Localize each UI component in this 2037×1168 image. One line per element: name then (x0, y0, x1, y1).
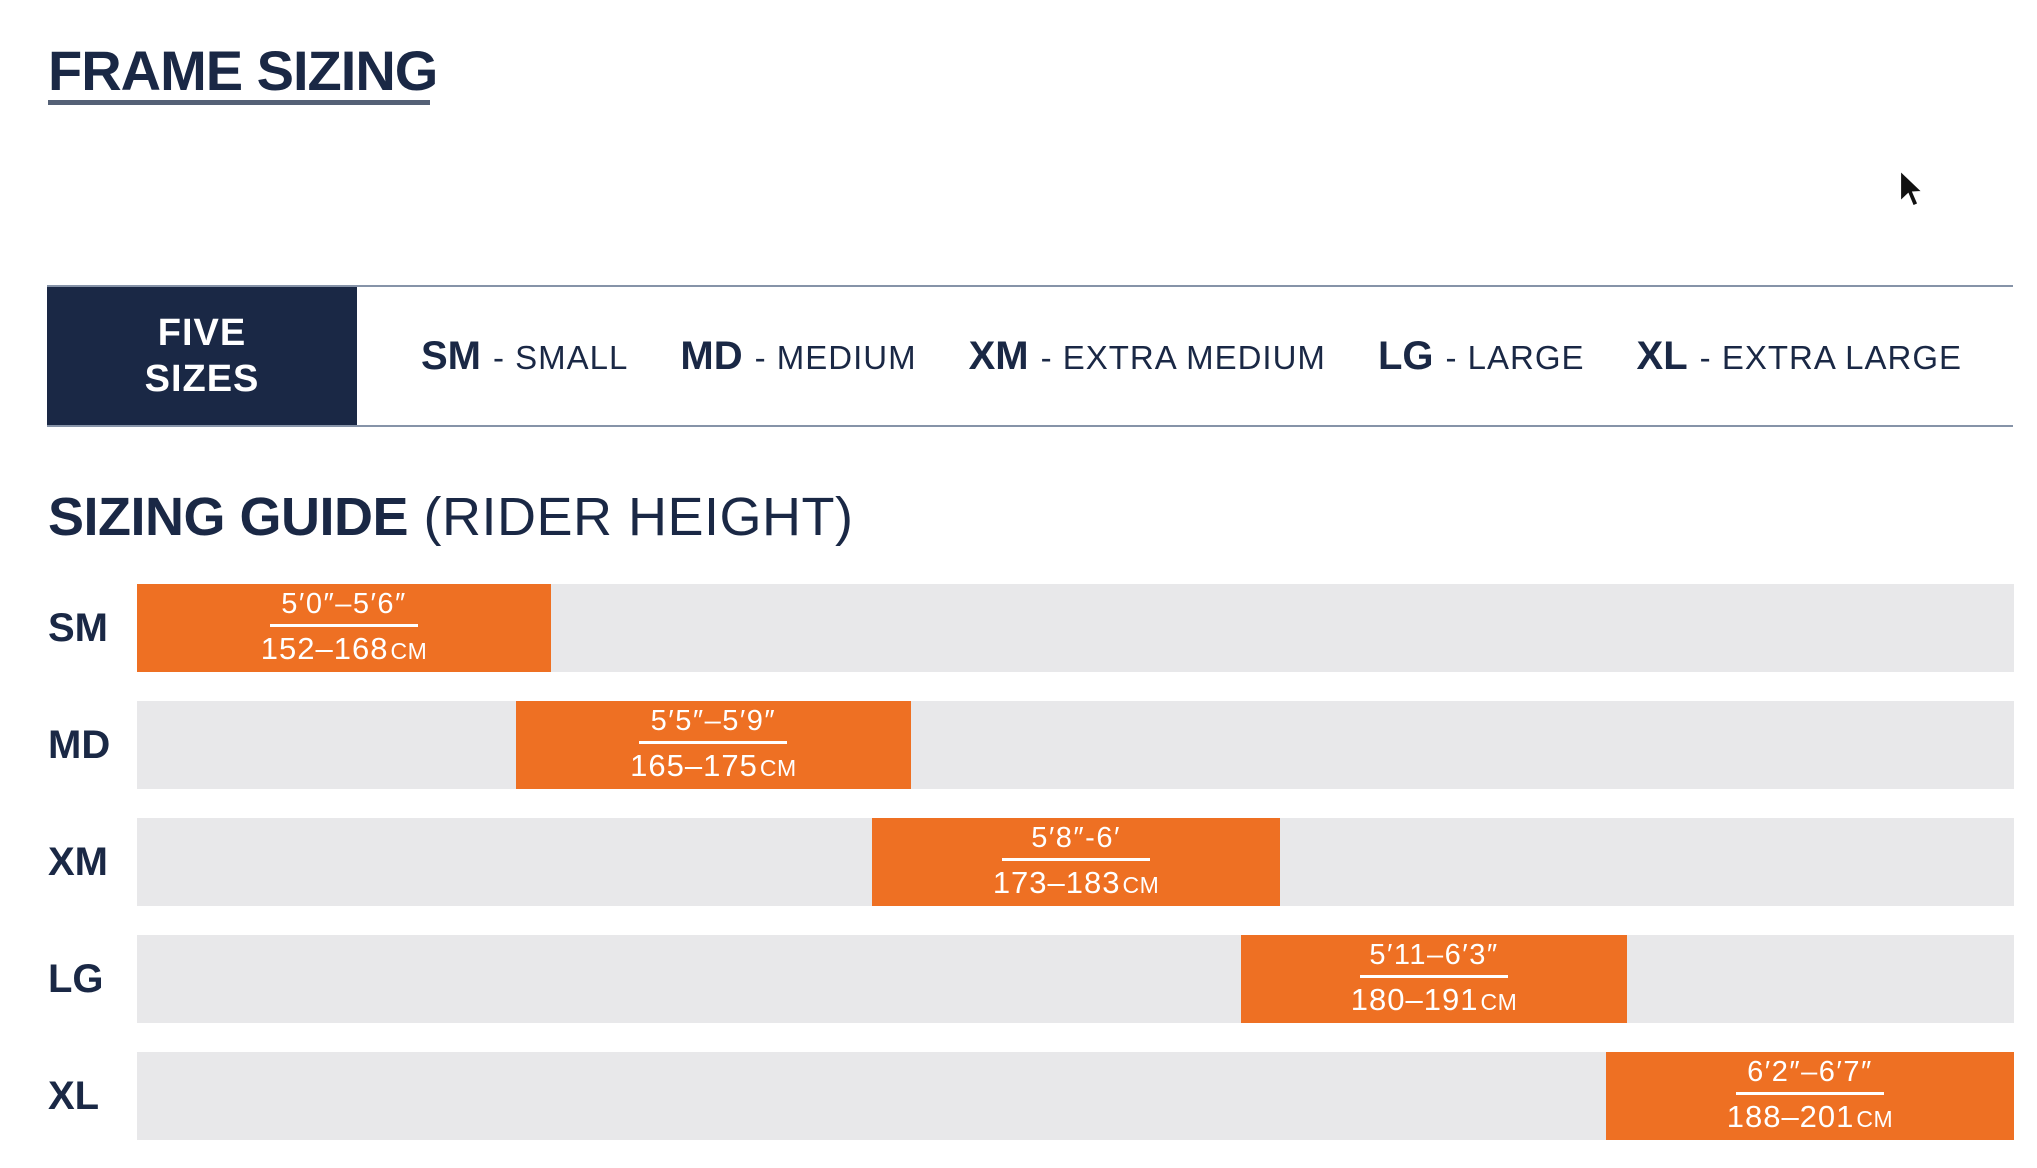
legend-item-xm: XM - EXTRA MEDIUM (969, 334, 1326, 379)
bar-metric-range: 188–201 cm (1727, 1101, 1893, 1135)
row-track-sm: 5′0″–5′6″ 152–168 cm (137, 584, 2014, 672)
legend-item-md: MD - MEDIUM (680, 334, 916, 379)
row-label-xm: XM (48, 840, 108, 884)
bar-metric-range: 180–191 cm (1351, 984, 1517, 1018)
size-bar-md: 5′5″–5′9″ 165–175 cm (515, 701, 911, 789)
sizes-banner: FIVE SIZES SM - SMALL MD - MEDIUM XM - E… (47, 285, 2013, 427)
legend-code-lg: LG (1377, 333, 1434, 378)
legend-item-sm: SM - SMALL (421, 334, 628, 379)
row-track-xl: 6′2″–6′7″ 188–201 cm (137, 1052, 2014, 1140)
size-bar-lg: 5′11–6′3″ 180–191 cm (1241, 935, 1627, 1023)
row-track-lg: 5′11–6′3″ 180–191 cm (137, 935, 2014, 1023)
bar-imperial-range: 5′11–6′3″ (1369, 939, 1499, 971)
sizing-guide-heading-light: (RIDER HEIGHT) (408, 487, 854, 547)
metric-value: 180–191 (1350, 982, 1479, 1017)
row-track-xm: 5′8″-6′ 173–183 cm (137, 818, 2014, 906)
chart-row-xl: XL 6′2″–6′7″ 188–201 cm (0, 1052, 2037, 1140)
legend-item-lg: LG - LARGE (1378, 334, 1585, 379)
metric-value: 165–175 (630, 748, 758, 783)
sizing-guide-heading: SIZING GUIDE (RIDER HEIGHT) (48, 486, 854, 548)
bar-metric-range: 165–175 cm (630, 750, 796, 784)
chart-row-lg: LG 5′11–6′3″ 180–191 cm (0, 935, 2037, 1023)
title-underline (48, 100, 430, 105)
bar-divider (1002, 858, 1151, 861)
legend-code-sm: SM (421, 333, 481, 378)
cursor-icon (1898, 168, 1926, 208)
size-bar-sm: 5′0″–5′6″ 152–168 cm (137, 584, 552, 672)
bar-divider (270, 624, 419, 627)
legend-label-md: - MEDIUM (754, 338, 917, 376)
page-title: FRAME SIZING (48, 39, 438, 102)
metric-unit: cm (759, 755, 797, 781)
legend-label-sm: - SMALL (493, 338, 629, 376)
size-legend: SM - SMALL MD - MEDIUM XM - EXTRA MEDIUM… (357, 287, 2013, 425)
legend-code-md: MD (680, 333, 743, 378)
bar-metric-range: 152–168 cm (261, 633, 427, 667)
bar-divider (1360, 975, 1508, 978)
bar-divider (639, 741, 788, 744)
bar-imperial-range: 5′5″–5′9″ (650, 705, 777, 737)
legend-item-xl: XL - EXTRA LARGE (1637, 334, 1963, 379)
five-sizes-box: FIVE SIZES (47, 287, 357, 425)
metric-value: 188–201 (1726, 1099, 1855, 1134)
metric-unit: cm (1122, 872, 1160, 898)
metric-unit: cm (1856, 1106, 1894, 1132)
bar-imperial-range: 5′8″-6′ (1031, 822, 1121, 854)
row-track-md: 5′5″–5′9″ 165–175 cm (137, 701, 2014, 789)
legend-label-xl: - EXTRA LARGE (1699, 338, 1963, 376)
legend-label-xm: - EXTRA MEDIUM (1040, 338, 1326, 376)
metric-unit: cm (1480, 989, 1518, 1015)
legend-code-xm: XM (968, 333, 1029, 378)
row-label-xl: XL (48, 1074, 100, 1118)
size-bar-xl: 6′2″–6′7″ 188–201 cm (1605, 1052, 2014, 1140)
bar-imperial-range: 6′2″–6′7″ (1747, 1056, 1873, 1088)
bar-divider (1735, 1092, 1884, 1095)
chart-row-xm: XM 5′8″-6′ 173–183 cm (0, 818, 2037, 906)
legend-code-xl: XL (1636, 333, 1688, 378)
metric-unit: cm (390, 638, 428, 664)
bar-imperial-range: 5′0″–5′6″ (281, 588, 407, 620)
sizing-guide-heading-bold: SIZING GUIDE (48, 487, 409, 547)
row-label-sm: SM (48, 606, 108, 650)
metric-value: 173–183 (992, 865, 1121, 900)
size-bar-xm: 5′8″-6′ 173–183 cm (872, 818, 1281, 906)
bar-metric-range: 173–183 cm (993, 867, 1159, 901)
five-sizes-line2: SIZES (144, 358, 260, 400)
legend-label-lg: - LARGE (1445, 338, 1585, 376)
chart-row-md: MD 5′5″–5′9″ 165–175 cm (0, 701, 2037, 789)
row-label-md: MD (48, 723, 111, 767)
metric-value: 152–168 (260, 631, 389, 666)
chart-row-sm: SM 5′0″–5′6″ 152–168 cm (0, 584, 2037, 672)
row-label-lg: LG (48, 957, 104, 1001)
five-sizes-line1: FIVE (157, 312, 247, 354)
